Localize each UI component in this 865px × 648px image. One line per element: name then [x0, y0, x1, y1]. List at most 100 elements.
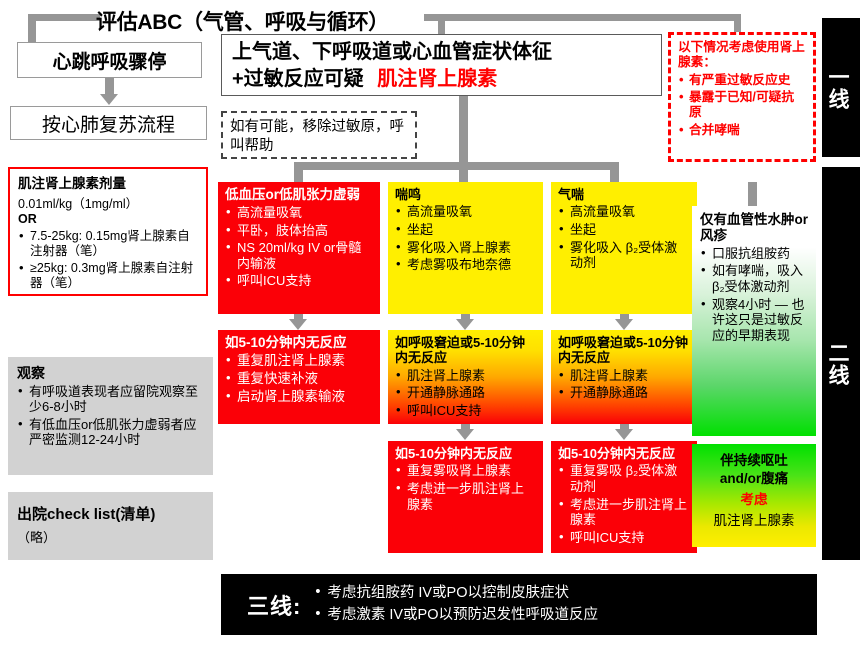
stridor-heading: 喘鸣 — [395, 187, 422, 202]
list-item: 重复雾吸肾上腺素 — [395, 462, 536, 479]
third-line-label: 三线: — [247, 593, 302, 619]
angioedema-heading: 仅有血管性水肿or风疹 — [700, 212, 808, 243]
list-item: 重复快速补液 — [225, 370, 373, 387]
wheeze-box: 气喘 高流量吸氧 坐起 雾化吸入 β₂受体激动剂 — [551, 182, 697, 314]
connector-title-left-horz — [28, 14, 100, 21]
list-item: 重复雾吸 β₂受体激动剂 — [558, 462, 690, 494]
tier-bar-first-line: 一线 — [822, 18, 860, 157]
cardiac-arrest-box: 心跳呼吸骤停 — [17, 42, 202, 78]
arrow-c2a-c2b — [456, 319, 474, 330]
observation-box: 观察 有呼吸道表现者应留院观察至少6-8小时 有低血压or低肌张力虚弱者应严密监… — [8, 357, 213, 475]
persistent-vomiting-line-3: 考虑 — [740, 492, 768, 508]
list-item: 口服抗组胺药 — [700, 245, 808, 262]
wheeze-escalation-item-list: 重复雾吸 β₂受体激动剂 考虑进一步肌注肾上腺素 呼叫ICU支持 — [558, 462, 690, 546]
list-item: 开通静脉通路 — [558, 384, 690, 401]
wheeze-escalation-box: 如5-10分钟内无反应 重复雾吸 β₂受体激动剂 考虑进一步肌注肾上腺素 呼叫I… — [551, 441, 697, 553]
angioedema-item-list: 口服抗组胺药 如有哮喘，吸入 β₂受体激动剂 观察4小时 — 也许这只是过敏反应… — [700, 245, 808, 344]
stridor-escalation-heading: 如5-10分钟内无反应 — [395, 446, 513, 461]
dose-line-2: OR — [18, 211, 37, 226]
list-item: 高流量吸氧 — [558, 203, 690, 220]
stridor-no-response-item-list: 肌注肾上腺素 开通静脉通路 呼叫ICU支持 — [395, 367, 536, 419]
list-item: 肌注肾上腺素 — [558, 367, 690, 384]
discharge-note: （略） — [17, 530, 57, 546]
arrow-c3a-c3b — [615, 319, 633, 330]
main-header-box: 上气道、下呼吸道或心血管症状体征 +过敏反应可疑 肌注肾上腺素 — [221, 34, 662, 96]
connector-title-right-horz — [424, 14, 741, 21]
list-item: 有严重过敏反应史 — [678, 72, 806, 88]
dose-item-list: 7.5-25kg: 0.15mg肾上腺素自注射器（笔） ≥25kg: 0.3mg… — [18, 228, 198, 291]
connector-c2b-c2c — [461, 424, 470, 430]
list-item: 雾化吸入肾上腺素 — [395, 239, 536, 256]
list-item: 开通静脉通路 — [395, 384, 536, 401]
list-item: 启动肾上腺素输液 — [225, 388, 373, 405]
stridor-box: 喘鸣 高流量吸氧 坐起 雾化吸入肾上腺素 考虑雾吸布地奈德 — [388, 182, 543, 314]
connector-branch3-vert — [610, 162, 619, 182]
list-item: NS 20ml/kg IV or骨髓内输液 — [225, 239, 373, 271]
main-header-line-1: 上气道、下呼吸道或心血管症状体征 — [232, 41, 552, 63]
epinephrine-consideration-box: 以下情况考虑使用肾上腺素： 有严重过敏反应史 暴露于已知/可疑抗原 合并哮喘 — [668, 32, 816, 162]
list-item: 坐起 — [558, 221, 690, 238]
connector-title-center-vert — [438, 19, 445, 35]
main-header-line-2: +过敏反应可疑 肌注肾上腺素 — [232, 66, 651, 93]
discharge-heading: 出院check list(清单) — [17, 505, 156, 523]
epi-consider-heading: 以下情况考虑使用肾上腺素： — [678, 40, 805, 70]
stridor-no-response-box: 如呼吸窘迫或5-10分钟内无反应 肌注肾上腺素 开通静脉通路 呼叫ICU支持 — [388, 330, 543, 424]
list-item: 呼叫ICU支持 — [558, 529, 690, 546]
main-header-emphasis: 肌注肾上腺素 — [377, 68, 498, 90]
persistent-vomiting-line-2: and/or腹痛 — [719, 470, 789, 486]
connector-title-center-horz — [438, 19, 444, 26]
list-item: 呼叫ICU支持 — [395, 402, 536, 419]
stridor-no-response-heading: 如呼吸窘迫或5-10分钟内无反应 — [395, 335, 526, 366]
epi-consider-item-list: 有严重过敏反应史 暴露于已知/可疑抗原 合并哮喘 — [678, 72, 806, 138]
arrow-c3b-c3c — [615, 429, 633, 440]
connector-header-down — [459, 96, 468, 162]
stridor-item-list: 高流量吸氧 坐起 雾化吸入肾上腺素 考虑雾吸布地奈德 — [395, 203, 536, 273]
arrow-arrest-to-cpr — [100, 94, 118, 105]
list-item: 高流量吸氧 — [225, 204, 373, 221]
connector-branch4-vert — [748, 182, 757, 206]
list-item: 雾化吸入 β₂受体激动剂 — [558, 239, 690, 271]
persistent-vomiting-box: 伴持续呕吐 and/or腹痛 考虑 肌注肾上腺素 — [692, 444, 816, 547]
connector-c1a-c1b — [294, 314, 303, 321]
wheeze-no-response-heading: 如呼吸窘迫或5-10分钟内无反应 — [558, 335, 689, 366]
stridor-escalation-box: 如5-10分钟内无反应 重复雾吸肾上腺素 考虑进一步肌注肾上腺素 — [388, 441, 543, 553]
cpr-protocol-box: 按心肺复苏流程 — [10, 106, 207, 140]
third-line-box: 三线: 考虑抗组胺药 IV或PO以控制皮肤症状 考虑激素 IV或PO以预防迟发性… — [221, 574, 817, 635]
observation-item-list: 有呼吸道表现者应留院观察至少6-8小时 有低血压or低肌张力虚弱者应严密监测12… — [17, 383, 204, 448]
list-item: ≥25kg: 0.3mg肾上腺素自注射器（笔） — [18, 260, 198, 291]
wheeze-escalation-heading: 如5-10分钟内无反应 — [558, 446, 676, 461]
connector-branch2-vert — [459, 162, 468, 182]
list-item: 如有哮喘，吸入 β₂受体激动剂 — [700, 262, 808, 294]
list-item: 坐起 — [395, 221, 536, 238]
tier-bar-second-line: 二线 — [822, 167, 860, 560]
connector-epi-vert — [734, 14, 741, 34]
list-item: 平卧，肢体抬高 — [225, 222, 373, 239]
hypotension-no-response-heading: 如5-10分钟内无反应 — [225, 335, 347, 350]
list-item: 有呼吸道表现者应留院观察至少6-8小时 — [17, 383, 204, 415]
hypotension-no-response-box: 如5-10分钟内无反应 重复肌注肾上腺素 重复快速补液 启动肾上腺素输液 — [218, 330, 380, 424]
dose-line-1: 0.01ml/kg（1mg/ml） — [18, 196, 139, 211]
persistent-vomiting-line-4: 肌注肾上腺素 — [713, 513, 795, 529]
list-item: 观察4小时 — 也许这只是过敏反应的早期表现 — [700, 296, 808, 344]
list-item: 考虑进一步肌注肾上腺素 — [558, 496, 690, 528]
connector-c3b-c3c — [620, 424, 629, 430]
discharge-checklist-box: 出院check list(清单) （略） — [8, 492, 213, 560]
list-item: 考虑进一步肌注肾上腺素 — [395, 480, 536, 512]
stridor-escalation-item-list: 重复雾吸肾上腺素 考虑进一步肌注肾上腺素 — [395, 462, 536, 512]
tier-bar-second-line-label: 二线 — [826, 341, 849, 386]
tier-bar-first-line-label: 一线 — [826, 65, 849, 110]
connector-c2a-c2b — [461, 314, 470, 321]
connector-c3a-c3b — [620, 314, 629, 321]
dose-heading: 肌注肾上腺素剂量 — [18, 176, 126, 191]
angioedema-box: 仅有血管性水肿or风疹 口服抗组胺药 如有哮喘，吸入 β₂受体激动剂 观察4小时… — [692, 206, 816, 436]
connector-title-left-vert — [28, 14, 36, 44]
list-item: 肌注肾上腺素 — [395, 367, 536, 384]
arrow-c2b-c2c — [456, 429, 474, 440]
list-item: 呼叫ICU支持 — [225, 272, 373, 289]
wheeze-item-list: 高流量吸氧 坐起 雾化吸入 β₂受体激动剂 — [558, 203, 690, 271]
hypotension-heading: 低血压or低肌张力虚弱 — [225, 187, 360, 202]
connector-branch1-vert — [294, 162, 303, 182]
list-item: 考虑雾吸布地奈德 — [395, 256, 536, 273]
observation-heading: 观察 — [17, 365, 45, 381]
